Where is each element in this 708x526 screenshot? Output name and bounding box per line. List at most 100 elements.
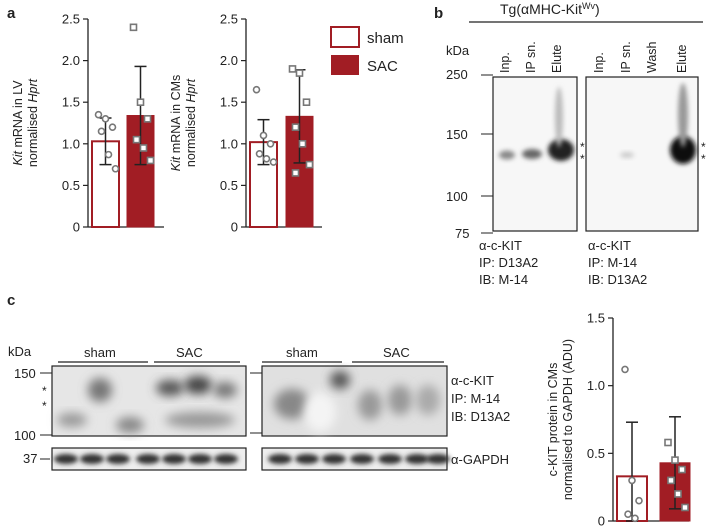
gapdh-band <box>295 454 319 464</box>
gapdh-band <box>268 454 292 464</box>
band-star: * <box>580 152 585 166</box>
data-point-sac <box>678 465 686 474</box>
data-point-sac <box>671 456 679 464</box>
data-point-sac <box>146 156 155 165</box>
data-point-sham <box>94 110 103 119</box>
legend-swatch-sham <box>330 26 360 48</box>
data-point-sham <box>269 158 278 166</box>
y-tick-label: 0.5 <box>220 178 238 193</box>
data-point-sac <box>305 160 314 169</box>
band <box>620 152 634 158</box>
data-point-sham <box>252 85 261 94</box>
blot-b-title: Tg(αMHC-KitWv) <box>500 1 600 17</box>
band <box>330 371 350 389</box>
data-point-sham <box>631 514 639 523</box>
legend: sham SAC <box>330 26 404 75</box>
band-star: * <box>701 152 706 166</box>
blot-c-label-2: IP: M-14 <box>451 391 500 406</box>
panel-label-c: c <box>7 292 15 309</box>
band <box>57 413 87 427</box>
smear <box>555 87 563 147</box>
blot-c-gapdh-label: α-GAPDH <box>451 452 509 467</box>
blot-b-left-caption-3: IB: M-14 <box>479 272 528 287</box>
y-tick-label: 2.0 <box>220 53 238 68</box>
lane-label-b-l1: Inp. <box>498 52 512 73</box>
legend-label-sham: sham <box>367 30 404 47</box>
chart-ckit-protein: 0 0.5 1.0 1.5 c-KIT protein in CMs normalised… <box>546 311 691 526</box>
y-tick-label: 0 <box>598 514 605 526</box>
data-point-sac <box>136 98 145 106</box>
data-point-sham <box>262 154 271 163</box>
marker-b-250: 250 <box>446 67 468 82</box>
lane-label-b-r3: Wash <box>645 41 659 73</box>
band-star: * <box>42 399 47 413</box>
y-tick-label: 1.5 <box>62 95 80 110</box>
y-tick-label: 1.5 <box>587 311 605 326</box>
y-tick-label: 0 <box>231 220 238 235</box>
data-point-sham <box>635 496 643 505</box>
band <box>499 150 515 160</box>
data-point-sham <box>628 476 636 485</box>
marker-c-100: 100 <box>14 428 36 443</box>
band <box>88 378 112 402</box>
blot-b-right-caption-1: α-c-KIT <box>588 238 631 253</box>
data-point-sac <box>298 140 307 148</box>
data-point-sham <box>621 365 629 374</box>
marker-b-75: 75 <box>455 226 469 241</box>
blot-c-label-1: α-c-KIT <box>451 373 494 388</box>
band-star: * <box>42 384 47 398</box>
marker-b-150: 150 <box>446 127 468 142</box>
legend-swatch-sac <box>331 55 359 75</box>
data-point-sham <box>97 127 106 136</box>
band <box>358 390 382 420</box>
band <box>670 136 696 164</box>
band <box>304 392 336 432</box>
gapdh-band <box>188 454 212 464</box>
data-point-sham <box>266 140 275 148</box>
data-point-sac <box>288 65 297 73</box>
y-tick-label: 2.5 <box>62 12 80 27</box>
gapdh-band <box>136 454 160 464</box>
y-tick-label: 1.0 <box>62 136 80 151</box>
blot-c-kda: kDa <box>8 344 32 359</box>
band <box>213 382 237 398</box>
y-axis-label: Kit mRNA in LV normalised Hprt <box>11 78 40 167</box>
data-point-sham <box>108 123 117 131</box>
marker-b-100: 100 <box>446 189 468 204</box>
y-tick-label: 1.5 <box>220 95 238 110</box>
gapdh-band <box>214 454 238 464</box>
band <box>388 385 412 415</box>
y-tick-label: 0.5 <box>62 178 80 193</box>
band <box>274 389 310 419</box>
blot-b-left-caption-1: α-c-KIT <box>479 238 522 253</box>
y-axis-label: Kit mRNA in CMs normalised Hprt <box>169 75 198 172</box>
gapdh-band <box>378 454 402 464</box>
band <box>184 376 212 394</box>
marker-c-150: 150 <box>14 366 36 381</box>
band <box>156 380 184 396</box>
data-point-sac <box>143 115 152 123</box>
gapdh-band <box>80 454 104 464</box>
y-axis-label: c-KIT protein in CMs normalised to GAPDH … <box>546 339 575 500</box>
band-star: * <box>580 140 585 154</box>
gapdh-bands <box>54 454 450 464</box>
data-point-sham <box>101 115 110 123</box>
data-point-sac <box>132 135 141 144</box>
blot-b-right-caption-3: IB: D13A2 <box>588 272 647 287</box>
lane-label-b-r2: IP sn. <box>619 41 633 73</box>
gapdh-band <box>322 454 346 464</box>
y-axis-label-line1: c-KIT protein in CMs <box>546 363 560 477</box>
gapdh-band <box>162 454 186 464</box>
group-label-sham-2: sham <box>286 345 318 360</box>
data-point-sac <box>291 169 300 177</box>
group-label-sac-2: SAC <box>383 345 410 360</box>
bar-sham <box>249 141 278 228</box>
lane-label-b-r1: Inp. <box>592 52 606 73</box>
lane-label-b-r4: Elute <box>675 44 689 73</box>
chart-kit-mrna-cms: 0 0.5 1.0 1.5 2.0 2.5 Kit mRNA in CMs normalise… <box>169 12 322 235</box>
data-point-sac <box>129 23 138 32</box>
data-point-sham <box>111 164 120 173</box>
data-point-sac <box>681 503 689 512</box>
group-label-sham-1: sham <box>84 345 116 360</box>
